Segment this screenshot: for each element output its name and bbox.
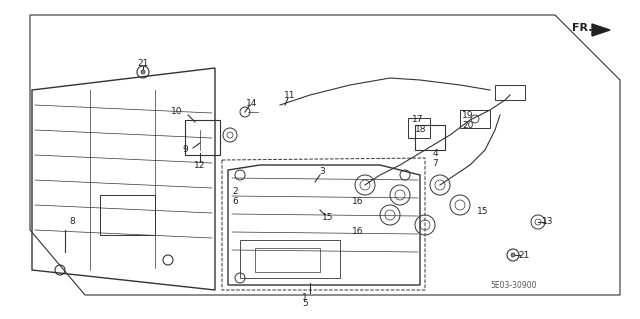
Text: 9: 9 [182, 145, 188, 154]
Text: 3: 3 [319, 167, 325, 176]
Text: 17: 17 [412, 115, 424, 124]
Text: 5E03-30900: 5E03-30900 [490, 280, 536, 290]
Text: 21: 21 [138, 58, 148, 68]
Circle shape [511, 253, 515, 257]
Text: 4: 4 [432, 149, 438, 158]
Text: 19: 19 [462, 112, 474, 121]
Text: 7: 7 [432, 159, 438, 167]
Text: 2: 2 [232, 188, 238, 197]
Text: FR.: FR. [572, 23, 593, 33]
Text: 21: 21 [518, 250, 530, 259]
Text: 8: 8 [69, 218, 75, 226]
Text: 16: 16 [352, 197, 364, 206]
Text: 6: 6 [232, 197, 238, 206]
Text: 13: 13 [542, 218, 554, 226]
Polygon shape [592, 24, 610, 36]
Text: 1: 1 [302, 293, 308, 301]
Text: 15: 15 [323, 213, 333, 222]
Text: 20: 20 [462, 122, 474, 130]
Text: 15: 15 [477, 207, 489, 217]
Text: 14: 14 [246, 99, 258, 108]
Circle shape [141, 70, 145, 74]
Text: 5: 5 [302, 299, 308, 308]
Text: 12: 12 [195, 160, 205, 169]
Text: 18: 18 [415, 125, 427, 135]
Text: 10: 10 [170, 108, 182, 116]
Text: 16: 16 [352, 227, 364, 236]
Text: 11: 11 [284, 91, 296, 100]
